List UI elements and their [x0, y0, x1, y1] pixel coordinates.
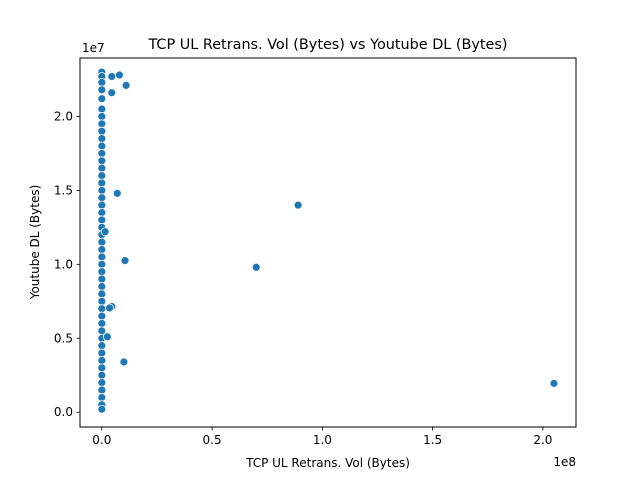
data-point: [97, 156, 107, 166]
data-point: [97, 134, 107, 144]
data-point: [97, 119, 107, 129]
data-point: [97, 348, 107, 358]
y-tick-label: 1.0: [54, 257, 73, 271]
y-tick-label: 2.0: [54, 109, 73, 123]
data-point: [97, 141, 107, 151]
data-point: [293, 200, 303, 210]
data-point: [112, 188, 122, 198]
x-tick-label: 1.0: [313, 433, 332, 447]
x-tick-label: 0.0: [92, 433, 111, 447]
data-point: [97, 289, 107, 299]
data-point: [97, 304, 107, 314]
data-point: [97, 237, 107, 247]
data-point: [97, 148, 107, 158]
data-point: [97, 267, 107, 277]
data-point: [97, 259, 107, 269]
data-point: [97, 193, 107, 203]
data-point: [107, 88, 117, 98]
data-point: [97, 319, 107, 328]
plot-frame: [79, 57, 577, 428]
data-point: [97, 126, 107, 136]
data-point: [97, 370, 107, 380]
data-point: [97, 296, 107, 306]
data-point: [97, 215, 107, 225]
data-point: [97, 252, 107, 262]
data-point: [97, 78, 107, 87]
data-point: [115, 70, 124, 80]
data-point: [120, 256, 130, 266]
data-point: [97, 85, 107, 95]
data-point: [102, 332, 112, 342]
x-axis-offset-label: 1e8: [553, 455, 576, 469]
data-point: [97, 200, 107, 210]
y-tick-label: 1.5: [54, 183, 73, 197]
data-point: [97, 171, 107, 180]
data-point: [119, 357, 129, 367]
data-point: [97, 393, 107, 402]
y-axis-label: Youtube DL (Bytes): [28, 185, 42, 301]
x-axis-label: TCP UL Retrans. Vol (Bytes): [245, 456, 410, 470]
data-point: [97, 404, 107, 414]
data-point: [100, 227, 110, 237]
y-axis-offset-label: 1e7: [82, 41, 105, 55]
data-point: [97, 356, 107, 365]
data-point: [97, 341, 107, 351]
data-point: [97, 245, 107, 254]
data-point: [97, 104, 107, 114]
data-point: [121, 80, 131, 90]
ticks-layer: 0.0 0.5 1.0 1.5 2.0 0.0 0.5 1.0 1.5 2.0: [54, 109, 553, 447]
chart-title: TCP UL Retrans. Vol (Bytes) vs Youtube D…: [147, 37, 507, 53]
data-point: [97, 185, 107, 195]
data-point: [97, 363, 107, 373]
data-point: [549, 378, 559, 388]
data-point: [251, 262, 261, 272]
x-tick-label: 0.5: [203, 433, 222, 447]
y-tick-label: 0.0: [54, 405, 73, 419]
data-point: [97, 112, 107, 121]
x-tick-label: 1.5: [423, 433, 442, 447]
data-point: [97, 311, 107, 321]
data-point: [97, 282, 107, 291]
data-point: [107, 72, 117, 81]
data-point: [97, 274, 107, 284]
data-point: [97, 378, 107, 388]
plot-area: [80, 58, 576, 427]
x-tick-label: 2.0: [533, 433, 552, 447]
data-point: [97, 385, 107, 395]
data-point: [105, 303, 114, 313]
data-point: [97, 208, 107, 217]
data-point: [97, 94, 107, 104]
points-layer: [97, 67, 559, 414]
data-point: [97, 178, 107, 188]
data-point: [97, 163, 107, 173]
y-tick-label: 0.5: [54, 331, 73, 345]
